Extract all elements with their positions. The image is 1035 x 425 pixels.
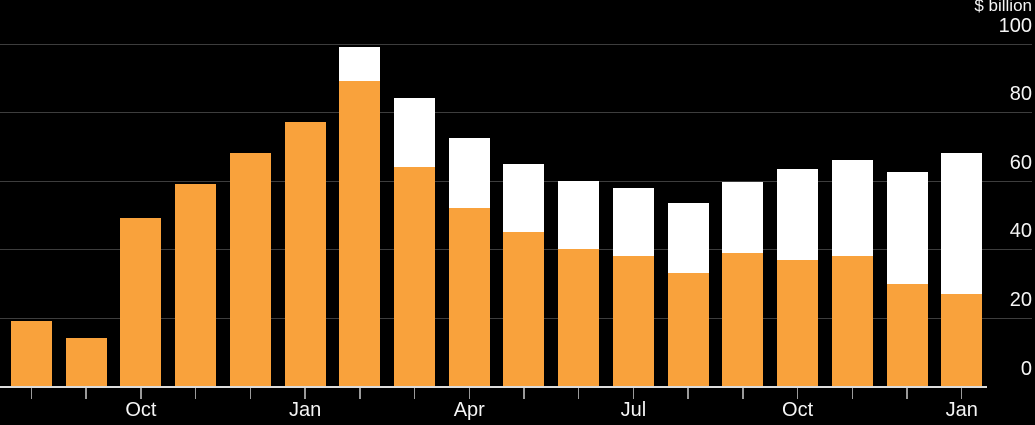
x-tick-label-15: Oct [782, 399, 814, 421]
y-tick-label-0: 0 [1020, 357, 1032, 380]
x-tick-11 [577, 388, 580, 399]
bar-11 [558, 180, 600, 387]
gridline-80 [0, 112, 1032, 114]
x-axis-line [0, 385, 987, 388]
bar-6 [284, 122, 326, 387]
x-tick-label-9: Apr [453, 399, 485, 421]
bar-4-orange-segment [175, 184, 217, 387]
bar-15 [777, 168, 819, 387]
x-tick-5 [249, 388, 252, 399]
bar-17 [886, 172, 928, 387]
y-tick-label-60: 60 [1009, 151, 1032, 174]
bar-5 [229, 153, 271, 387]
x-tick-14 [742, 388, 744, 399]
bar-15-orange-segment [777, 259, 819, 387]
bar-7-white-segment [339, 46, 381, 82]
x-tick-label-12: Jul [620, 399, 647, 421]
bar-17-white-segment [886, 172, 928, 284]
x-tick-9 [468, 388, 470, 399]
bar-2-orange-segment [65, 338, 107, 387]
x-tick-7 [359, 388, 361, 399]
bar-3 [120, 218, 162, 387]
x-tick-1 [30, 388, 33, 399]
x-tick-15 [796, 388, 799, 399]
bar-10 [503, 163, 545, 387]
bar-1 [11, 321, 52, 387]
x-tick-10 [523, 388, 525, 399]
bar-8-orange-segment [394, 166, 436, 387]
bar-8 [394, 98, 436, 387]
bar-9-white-segment [448, 137, 490, 209]
bar-18-orange-segment [941, 293, 983, 387]
bar-18-white-segment [941, 153, 983, 294]
bar-12 [612, 187, 654, 387]
y-tick-label-100: 100 [998, 14, 1032, 37]
y-tick-label-20: 20 [1009, 288, 1032, 311]
bar-18 [941, 153, 983, 387]
x-tick-16 [851, 388, 854, 399]
bar-14-orange-segment [722, 252, 764, 387]
bar-2 [65, 338, 107, 387]
x-tick-8 [413, 388, 416, 399]
x-tick-2 [85, 388, 87, 399]
bar-5-orange-segment [229, 153, 271, 387]
bar-8-white-segment [394, 98, 436, 167]
bar-13-white-segment [667, 203, 709, 274]
bar-14-white-segment [722, 182, 764, 253]
x-tick-3 [140, 388, 142, 399]
bar-15-white-segment [777, 168, 819, 260]
y-axis-unit-label: $ billion [974, 0, 1032, 15]
bar-12-orange-segment [612, 256, 654, 387]
bar-9 [448, 137, 490, 387]
bar-16-white-segment [831, 160, 873, 257]
bar-13-orange-segment [667, 273, 709, 387]
x-tick-label-18: Jan [945, 399, 978, 421]
bar-1-orange-segment [11, 321, 52, 387]
bar-16 [831, 160, 873, 387]
bar-16-orange-segment [831, 256, 873, 387]
x-tick-label-3: Oct [125, 399, 157, 421]
bar-9-orange-segment [448, 208, 490, 387]
gridline-100 [0, 43, 1032, 45]
bar-17-orange-segment [886, 283, 928, 387]
bar-6-orange-segment [284, 122, 326, 387]
bar-12-white-segment [612, 187, 654, 257]
y-tick-label-40: 40 [1009, 220, 1032, 243]
bar-11-white-segment [558, 180, 600, 250]
x-tick-4 [194, 388, 197, 399]
x-tick-13 [687, 388, 689, 399]
bar-13 [667, 203, 709, 387]
bar-14 [722, 182, 764, 387]
y-tick-label-80: 80 [1009, 83, 1032, 106]
x-tick-label-6: Jan [288, 399, 322, 421]
bar-11-orange-segment [558, 249, 600, 387]
bar-7-orange-segment [339, 81, 381, 387]
bar-10-orange-segment [503, 232, 545, 387]
x-tick-12 [632, 388, 635, 399]
bar-10-white-segment [503, 163, 545, 233]
bar-3-orange-segment [120, 218, 162, 387]
x-tick-17 [906, 388, 908, 399]
bar-7 [339, 46, 381, 387]
x-tick-6 [304, 388, 306, 399]
bar-4 [175, 184, 217, 387]
x-tick-18 [960, 388, 963, 399]
